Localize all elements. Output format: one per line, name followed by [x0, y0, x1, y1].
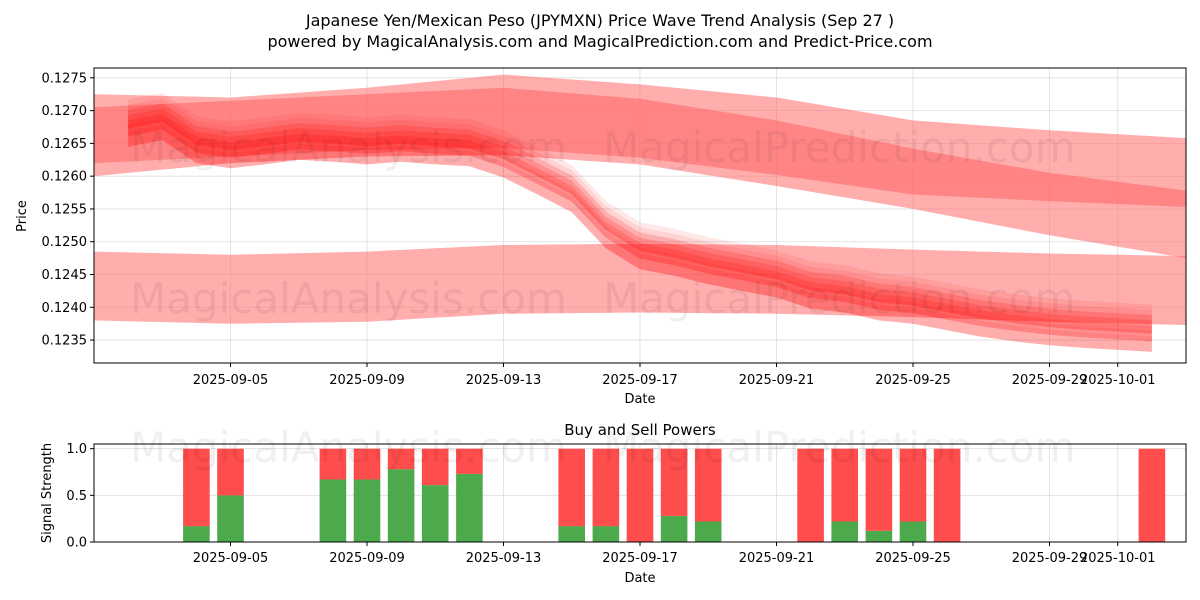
- powers-chart-title: Buy and Sell Powers: [564, 421, 716, 439]
- buy-power-bar: [831, 521, 858, 542]
- price-x-tick-label: 2025-09-29: [1012, 373, 1088, 388]
- powers-chart-bars: [183, 448, 1166, 542]
- sell-power-bar: [865, 448, 893, 531]
- price-x-tick-label: 2025-09-17: [602, 373, 678, 388]
- sell-power-bar: [319, 448, 347, 480]
- price-chart-xlabel: Date: [624, 392, 655, 407]
- sell-power-bar: [592, 448, 620, 527]
- watermark-prediction-bottom: MagicalPrediction.com: [603, 423, 1076, 472]
- price-wave-layer: [128, 108, 1152, 342]
- buy-power-bar: [899, 521, 927, 542]
- sell-power-bar: [797, 448, 824, 542]
- sell-power-bar: [353, 448, 381, 480]
- price-x-tick-label: 2025-09-09: [329, 373, 405, 388]
- price-chart-axes: 2025-09-05 2025-09-09 2025-09-13 2025-09-17…: [42, 71, 1156, 388]
- price-x-tick-label: 2025-09-05: [193, 373, 269, 388]
- powers-x-tick-label: 2025-09-13: [466, 551, 542, 566]
- price-x-tick-label: 2025-10-01: [1080, 373, 1156, 388]
- price-wave-layer: [128, 98, 1152, 331]
- powers-x-tick-label: 2025-10-01: [1080, 551, 1156, 566]
- powers-x-tick-label: 2025-09-21: [739, 551, 815, 566]
- price-wave-layer: [128, 113, 1152, 352]
- buy-power-bar: [865, 530, 893, 542]
- powers-x-tick-label: 2025-09-29: [1012, 551, 1088, 566]
- sell-power-bar: [694, 448, 722, 522]
- sell-power-bar: [933, 448, 961, 542]
- price-y-tick-label: 0.1265: [42, 137, 88, 152]
- sell-power-bar: [626, 448, 654, 542]
- powers-x-tick-label: 2025-09-25: [875, 551, 951, 566]
- price-wave-layer: [128, 119, 1152, 352]
- powers-y-tick-label: 1.0: [66, 442, 87, 457]
- watermark-analysis-top-2: MagicalAnalysis.com: [130, 274, 567, 323]
- watermark-prediction-top-1: MagicalPrediction.com: [603, 123, 1076, 172]
- buy-power-bar: [387, 469, 415, 542]
- buy-power-bar: [319, 479, 347, 542]
- sell-power-bar: [217, 448, 244, 496]
- price-chart-watermarks: MagicalAnalysis.com MagicalPrediction.co…: [130, 123, 1076, 323]
- powers-chart-xlabel: Date: [624, 571, 655, 586]
- price-chart-bands: [94, 74, 1186, 325]
- powers-chart-ylabel: Signal Strength: [40, 443, 55, 543]
- price-wave-layer: [128, 92, 1152, 331]
- powers-chart-axes: 2025-09-05 2025-09-09 2025-09-13 2025-09-17…: [66, 442, 1155, 566]
- buy-power-bar: [660, 515, 688, 542]
- price-wave-layer: [128, 103, 1152, 342]
- buy-power-bar: [558, 526, 585, 542]
- price-x-tick-label: 2025-09-21: [739, 373, 815, 388]
- price-x-tick-label: 2025-09-25: [875, 373, 951, 388]
- watermark-analysis-top-1: MagicalAnalysis.com: [130, 123, 567, 172]
- buy-power-bar: [456, 473, 483, 542]
- buy-power-bar: [592, 526, 620, 542]
- sell-power-bar: [183, 448, 210, 527]
- powers-x-tick-label: 2025-09-05: [193, 551, 269, 566]
- price-y-tick-label: 0.1275: [42, 71, 88, 86]
- sell-power-bar: [421, 448, 449, 486]
- buy-power-bar: [421, 485, 449, 542]
- buy-power-bar: [217, 495, 244, 542]
- powers-y-tick-label: 0.5: [66, 489, 87, 504]
- powers-x-tick-label: 2025-09-09: [329, 551, 405, 566]
- price-y-tick-label: 0.1270: [42, 104, 88, 119]
- price-x-tick-label: 2025-09-13: [466, 373, 542, 388]
- sell-power-bar: [456, 448, 483, 474]
- chart-title-line2: powered by MagicalAnalysis.com and Magic…: [267, 32, 932, 51]
- powers-y-tick-label: 0.0: [66, 536, 87, 551]
- price-chart-waves: [127, 92, 1152, 352]
- price-y-tick-label: 0.1260: [42, 170, 88, 185]
- price-y-tick-label: 0.1255: [42, 202, 88, 217]
- sell-power-bar: [1138, 448, 1166, 542]
- trend-band: [94, 243, 1186, 325]
- powers-x-tick-label: 2025-09-17: [602, 551, 678, 566]
- chart-title-line1: Japanese Yen/Mexican Peso (JPYMXN) Price…: [305, 11, 894, 30]
- price-y-tick-label: 0.1245: [42, 268, 88, 283]
- trend-band: [94, 87, 1186, 207]
- price-y-tick-label: 0.1235: [42, 334, 88, 349]
- sell-power-bar: [899, 448, 927, 522]
- buy-power-bar: [353, 479, 381, 542]
- price-y-tick-label: 0.1250: [42, 235, 88, 250]
- buy-power-bar: [694, 521, 722, 542]
- buy-power-bar: [183, 526, 210, 542]
- price-chart-ylabel: Price: [15, 200, 30, 232]
- watermark-analysis-bottom: MagicalAnalysis.com: [130, 423, 567, 472]
- watermark-prediction-top-2: MagicalPrediction.com: [603, 274, 1076, 323]
- sell-power-bar: [387, 448, 415, 470]
- sell-power-bar: [558, 448, 585, 527]
- powers-chart-watermarks: MagicalAnalysis.com MagicalPrediction.co…: [130, 423, 1076, 472]
- sell-power-bar: [660, 448, 688, 516]
- price-y-tick-label: 0.1240: [42, 301, 88, 316]
- price-wave-line: [127, 118, 1152, 334]
- sell-power-bar: [831, 448, 858, 522]
